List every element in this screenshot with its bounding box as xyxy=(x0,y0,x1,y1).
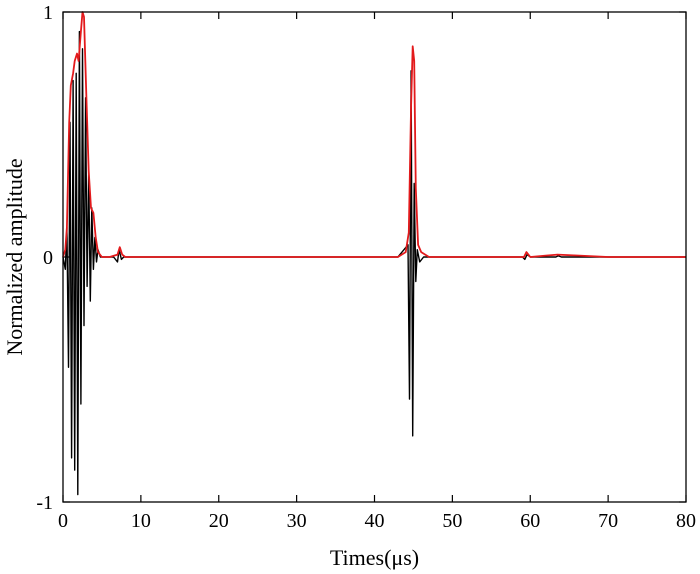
tick-labels-layer: 0 10 20 30 40 50 60 70 80-101 xyxy=(36,2,696,532)
plot-frame xyxy=(62,11,687,503)
x-axis-title: Times(μs) xyxy=(330,545,419,570)
y-tick-label: 0 xyxy=(43,247,53,269)
series-line-1 xyxy=(62,11,686,258)
x-tick-label: 10 xyxy=(131,510,151,532)
x-tick-label: 30 xyxy=(287,510,307,532)
y-tick-label: -1 xyxy=(36,492,53,514)
x-tick-label: 40 xyxy=(365,510,385,532)
x-tick-label: 0 xyxy=(58,510,68,532)
x-tick-label: 80 xyxy=(676,510,696,532)
x-tick-label: 20 xyxy=(209,510,229,532)
x-tick-label: 50 xyxy=(442,510,462,532)
x-tick-label: 70 xyxy=(598,510,618,532)
y-tick-label: 1 xyxy=(43,2,53,24)
series-layer xyxy=(62,11,686,496)
x-tick-label: 60 xyxy=(520,510,540,532)
y-axis-title: Normalized amplitude xyxy=(2,158,27,355)
